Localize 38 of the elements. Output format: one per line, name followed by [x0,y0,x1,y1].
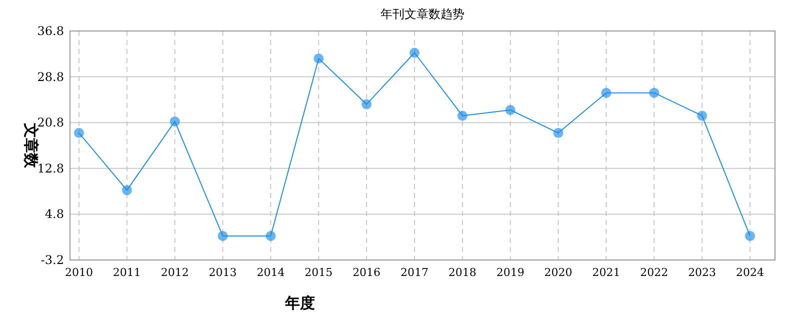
x-tick-label: 2010 [65,266,93,279]
x-tick-label: 2015 [304,266,333,279]
x-tick-label: 2017 [400,266,428,279]
x-tick-label: 2011 [112,266,141,279]
x-axis-title: 年度 [284,294,315,312]
point [649,88,660,98]
y-tick-label: 28.8 [37,70,64,84]
x-tick-label: 2016 [352,266,381,279]
point [314,53,324,64]
point [697,110,708,121]
x-tick-label: 2024 [736,266,764,279]
x-tick-label: 2013 [208,266,237,279]
x-tick-label: 2023 [688,266,716,279]
point [553,128,564,138]
y-tick-label: 36.8 [37,24,64,38]
point [601,88,612,98]
point [122,185,132,196]
y-axis-title: 文章数 [22,122,40,169]
point [218,230,228,241]
x-tick-label: 2022 [640,266,668,279]
x-tick-label: 2020 [544,266,572,279]
point [745,230,755,241]
point [505,105,516,116]
x-tick-label: 2019 [496,266,524,279]
y-tick-label: 4.8 [44,207,64,222]
chart-title: 年刊文章数趋势 [380,7,464,21]
point [266,230,276,241]
point [362,99,372,110]
point [457,110,468,121]
y-tick-label: -3.2 [40,253,64,267]
x-tick-label: 2012 [160,266,189,279]
point [170,116,180,126]
y-tick-label: 12.8 [37,161,64,176]
x-tick-label: 2014 [256,266,285,279]
point [74,128,84,138]
point [410,48,420,58]
x-tick-label: 2018 [448,266,476,279]
x-tick-label: 2021 [592,266,620,279]
